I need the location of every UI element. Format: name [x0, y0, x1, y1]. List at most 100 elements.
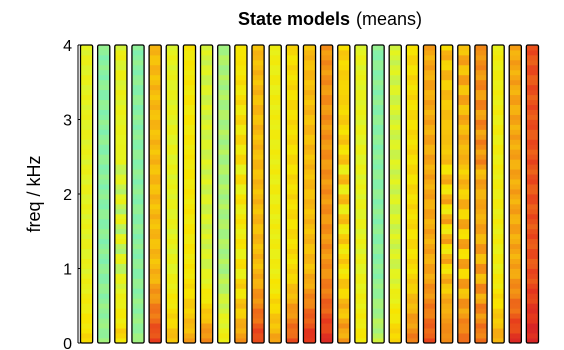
state-cell — [372, 213, 385, 220]
state-cell — [354, 174, 368, 180]
state-cell — [114, 323, 127, 329]
state-cell — [251, 203, 265, 210]
state-cell — [337, 134, 350, 140]
state-cell — [474, 149, 488, 155]
state-cell — [423, 208, 436, 215]
state-cell — [166, 124, 179, 130]
state-cell — [217, 114, 230, 120]
state-cell — [406, 94, 419, 101]
state-cell — [269, 159, 282, 165]
state-column-border — [491, 44, 505, 344]
state-cell — [200, 198, 213, 205]
state-cell — [372, 218, 385, 225]
state-cell — [131, 258, 145, 264]
state-cell — [457, 213, 470, 220]
state-column-border — [79, 44, 94, 344]
state-cell — [354, 273, 368, 279]
state-cell — [217, 174, 230, 180]
state-cell — [131, 263, 145, 269]
state-cell — [406, 258, 419, 264]
state-cell — [320, 189, 333, 195]
state-column — [217, 44, 231, 344]
state-cell — [97, 54, 110, 61]
state-cell — [354, 49, 368, 56]
state-cell — [166, 94, 179, 101]
state-cell — [166, 263, 179, 269]
state-cell — [303, 94, 316, 101]
state-cell — [440, 174, 453, 180]
state-cell — [269, 253, 282, 259]
y-axis-label: freq / kHz — [24, 155, 44, 232]
state-cell — [97, 174, 110, 180]
state-cell — [217, 333, 230, 339]
state-cell — [354, 154, 368, 160]
state-cell — [200, 203, 213, 210]
state-cell — [406, 208, 419, 215]
state-cell — [303, 109, 316, 115]
state-cell — [320, 79, 333, 86]
state-cell — [166, 79, 179, 86]
state-cell — [354, 84, 368, 91]
state-cell — [286, 313, 299, 319]
state-cell — [354, 119, 368, 125]
state-cell — [269, 273, 282, 279]
state-cell — [457, 114, 470, 120]
state-cell — [97, 323, 110, 329]
state-cell — [423, 129, 436, 135]
state-cell — [509, 253, 522, 259]
y-tick-label: 2 — [63, 187, 72, 204]
state-cell — [303, 194, 316, 200]
state-cell — [149, 174, 162, 180]
state-cell — [474, 159, 488, 165]
state-cell — [492, 154, 505, 160]
state-cell — [80, 134, 93, 140]
state-cell — [269, 69, 282, 76]
state-cell — [526, 228, 539, 235]
state-cell — [509, 104, 522, 110]
state-column-border — [439, 44, 454, 344]
state-cell — [303, 228, 316, 235]
state-cell — [372, 69, 385, 76]
state-cell — [131, 323, 145, 329]
state-cell — [251, 79, 265, 86]
state-cell — [457, 253, 470, 259]
state-cell — [80, 328, 93, 334]
state-cell — [286, 129, 299, 135]
state-cell — [492, 308, 505, 314]
state-cell — [149, 169, 162, 175]
state-cell — [492, 238, 505, 245]
state-cell — [80, 273, 93, 279]
state-cell — [114, 273, 127, 279]
state-cell — [389, 94, 402, 101]
state-cell — [423, 79, 436, 86]
state-cell — [217, 79, 230, 86]
state-cell — [406, 223, 419, 230]
state-cell — [97, 99, 110, 105]
state-cell — [183, 303, 196, 309]
state-cell — [354, 149, 368, 155]
state-cell — [337, 273, 350, 279]
state-cell — [80, 288, 93, 294]
state-cell — [337, 159, 350, 165]
state-cell — [200, 64, 213, 71]
state-cell — [131, 338, 145, 344]
state-cell — [286, 338, 299, 344]
state-cell — [372, 258, 385, 264]
state-cell — [474, 69, 488, 76]
state-cell — [354, 323, 368, 329]
state-cell — [269, 288, 282, 294]
state-cell — [234, 253, 247, 259]
state-cell — [406, 303, 419, 309]
state-cell — [337, 313, 350, 319]
state-cell — [149, 328, 162, 334]
state-cell — [320, 84, 333, 91]
state-cell — [286, 99, 299, 105]
state-cell — [320, 119, 333, 125]
state-cell — [457, 174, 470, 180]
state-cell — [286, 293, 299, 299]
state-cell — [166, 144, 179, 150]
state-cell — [474, 243, 488, 250]
state-cell — [200, 179, 213, 185]
state-cell — [80, 144, 93, 150]
state-cell — [526, 139, 539, 145]
